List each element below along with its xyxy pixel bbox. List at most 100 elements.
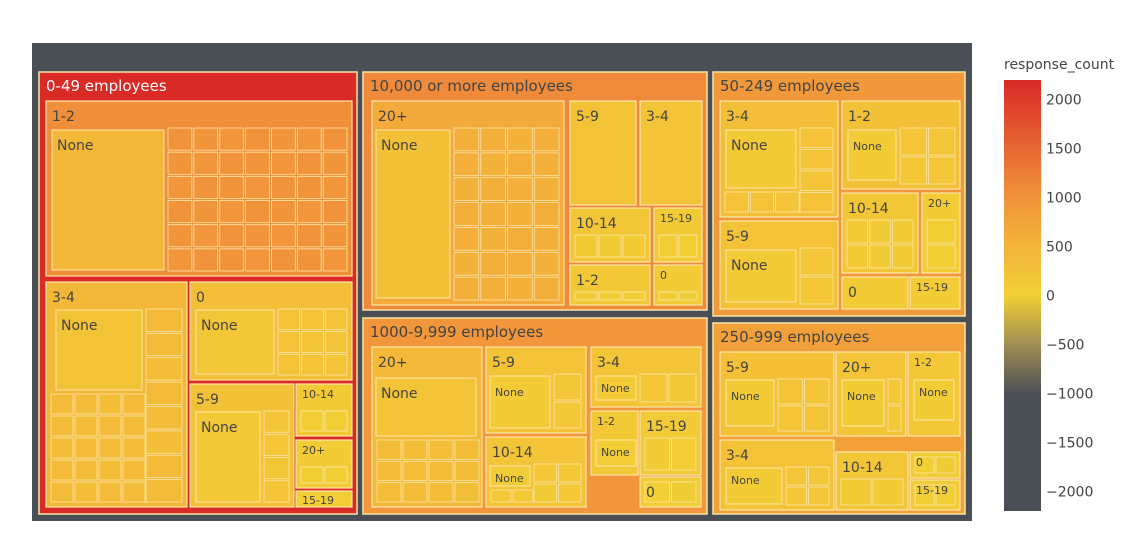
detail-tile	[553, 373, 582, 401]
subgroup-label: 0	[916, 456, 923, 469]
subgroup-label: 20+	[842, 360, 872, 376]
detail-tile	[324, 353, 348, 376]
detail-tile	[50, 481, 74, 503]
detail-tile	[785, 486, 807, 506]
detail-tile	[533, 202, 560, 226]
detail-tile	[50, 437, 74, 459]
detail-tile	[928, 127, 956, 156]
detail-tile	[512, 489, 534, 503]
detail-tile	[296, 151, 322, 175]
detail-tile	[644, 437, 670, 471]
leaf-tile	[841, 379, 885, 427]
detail-tile	[296, 127, 322, 151]
subgroup-tile	[639, 100, 703, 206]
detail-tile	[271, 224, 296, 248]
detail-tile	[245, 224, 270, 248]
detail-tile	[324, 308, 348, 331]
detail-tile	[480, 177, 506, 201]
subgroup-label: 10-14	[848, 201, 889, 217]
subgroup-label: 0	[646, 485, 655, 501]
detail-tile	[277, 331, 301, 353]
subgroup-label: 5-9	[492, 355, 515, 371]
detail-tile	[245, 248, 270, 272]
detail-tile	[533, 227, 560, 251]
subgroup-tile	[569, 100, 637, 206]
leaf-label: None	[731, 138, 768, 154]
detail-tile	[167, 248, 193, 272]
detail-tile	[887, 378, 902, 405]
detail-tile	[145, 479, 183, 503]
detail-tile	[799, 192, 834, 213]
leaf-label: None	[495, 386, 524, 399]
leaf-label: None	[61, 318, 98, 334]
detail-tile	[533, 483, 557, 503]
detail-tile	[558, 483, 582, 503]
detail-tile	[935, 456, 956, 474]
detail-tile	[300, 410, 324, 432]
detail-tile	[322, 248, 348, 272]
detail-tile	[480, 227, 506, 251]
colorbar-tick-label: 1000	[1046, 191, 1082, 207]
leaf-label: None	[201, 318, 238, 334]
leaf-tile	[195, 411, 261, 503]
leaf-label: None	[847, 390, 876, 403]
detail-tile	[785, 466, 807, 486]
detail-tile	[245, 151, 270, 175]
detail-tile	[376, 460, 402, 482]
detail-tile	[622, 291, 646, 301]
detail-tile	[840, 478, 872, 506]
detail-tile	[219, 175, 244, 199]
detail-tile	[301, 308, 324, 331]
detail-tile	[219, 224, 244, 248]
detail-tile	[402, 482, 428, 503]
subgroup-label: 5-9	[726, 229, 749, 245]
detail-tile	[775, 191, 800, 213]
detail-tile	[658, 291, 678, 301]
detail-tile	[271, 200, 296, 224]
detail-tile	[301, 353, 324, 376]
detail-tile	[453, 202, 480, 226]
leaf-tile	[489, 375, 551, 429]
subgroup-label: 0	[196, 290, 205, 306]
subgroup-label: 20+	[302, 444, 325, 457]
detail-tile	[533, 251, 560, 276]
leaf-tile	[55, 309, 143, 391]
colorbar-tick-label: 1500	[1046, 142, 1082, 158]
colorbar: response_count 2000 1500 1000 500 0 −500 −1000…	[1004, 57, 1115, 511]
detail-tile	[193, 200, 219, 224]
detail-tile	[98, 459, 122, 481]
detail-tile	[891, 219, 914, 244]
detail-tile	[50, 459, 74, 481]
detail-tile	[193, 248, 219, 272]
group-label: 10,000 or more employees	[370, 77, 573, 95]
leaf-tile	[847, 129, 897, 181]
detail-tile	[167, 200, 193, 224]
detail-tile	[428, 439, 454, 460]
detail-tile	[671, 481, 697, 503]
detail-tile	[376, 482, 402, 503]
detail-tile	[507, 227, 533, 251]
detail-tile	[376, 439, 402, 460]
detail-tile	[193, 127, 219, 151]
detail-tile	[50, 393, 74, 415]
detail-tile	[296, 224, 322, 248]
subgroup-label: 3-4	[597, 355, 620, 371]
detail-tile	[553, 401, 582, 429]
detail-tile	[271, 248, 296, 272]
detail-tile	[245, 127, 270, 151]
detail-tile	[122, 459, 146, 481]
detail-tile	[639, 373, 668, 403]
detail-tile	[193, 224, 219, 248]
leaf-label: None	[601, 382, 630, 395]
colorbar-tick-label: −2000	[1046, 484, 1093, 500]
detail-tile	[480, 276, 506, 301]
detail-tile	[322, 200, 348, 224]
detail-tile	[428, 460, 454, 482]
detail-tile	[926, 219, 956, 244]
leaf-tile	[489, 465, 531, 487]
detail-tile	[533, 127, 560, 152]
detail-tile	[926, 244, 956, 269]
detail-tile	[271, 151, 296, 175]
detail-tile	[777, 378, 803, 405]
colorbar-title: response_count	[1004, 57, 1115, 73]
